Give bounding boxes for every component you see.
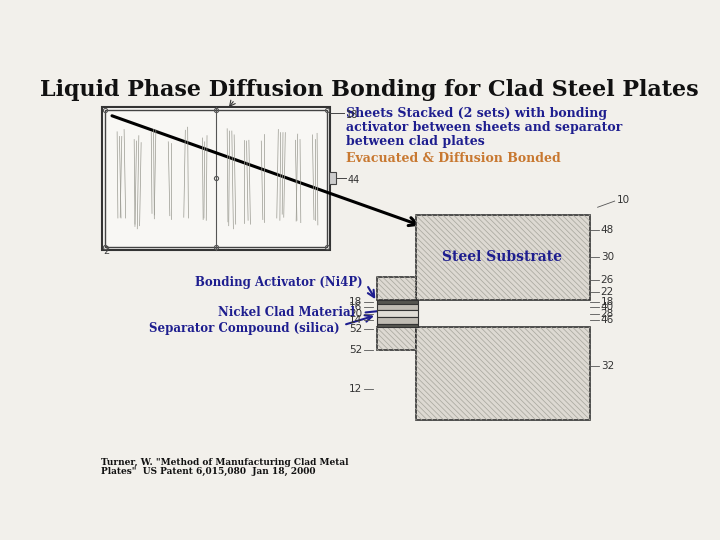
Text: Liquid Phase Diffusion Bonding for Clad Steel Plates: Liquid Phase Diffusion Bonding for Clad … (40, 79, 698, 100)
Text: Separator Compound (silica): Separator Compound (silica) (149, 322, 340, 335)
Text: Steel Substrate: Steel Substrate (442, 251, 562, 264)
Text: 18: 18 (600, 296, 614, 307)
Text: 52: 52 (348, 325, 362, 334)
Text: Evacuated & Diffusion Bonded: Evacuated & Diffusion Bonded (346, 152, 560, 165)
Text: 18: 18 (348, 296, 362, 307)
Bar (104, 110, 327, 247)
Text: 32: 32 (600, 361, 614, 371)
Text: 16: 16 (348, 301, 362, 312)
Bar (415, 327, 590, 420)
Text: 40: 40 (600, 301, 614, 312)
Text: 48: 48 (600, 225, 614, 235)
Bar (377, 276, 415, 300)
Bar (373, 211, 594, 423)
Text: Plates"  US Patent 6,015,080  Jan 18, 2000: Plates" US Patent 6,015,080 Jan 18, 2000 (101, 467, 315, 476)
Text: 10: 10 (617, 195, 630, 205)
Text: between clad plates: between clad plates (346, 135, 485, 148)
Bar (102, 107, 330, 249)
Text: Turner, W. "Method of Manufacturing Clad Metal: Turner, W. "Method of Manufacturing Clad… (101, 457, 348, 467)
Text: 46: 46 (600, 315, 614, 326)
Text: 20: 20 (349, 308, 362, 319)
Text: 18: 18 (346, 110, 358, 120)
Bar (377, 309, 418, 318)
Bar (377, 318, 418, 323)
Bar (377, 303, 418, 309)
Bar (377, 323, 418, 327)
Text: Sheets Stacked (2 sets) with bonding: Sheets Stacked (2 sets) with bonding (346, 107, 607, 120)
Text: activator between sheets and separator: activator between sheets and separator (346, 121, 622, 134)
Text: 14: 14 (348, 315, 362, 326)
Bar (415, 215, 590, 300)
Text: 28: 28 (600, 308, 614, 319)
Text: Bonding Activator (Ni4P): Bonding Activator (Ni4P) (195, 276, 363, 289)
Bar (330, 172, 336, 184)
Bar (377, 327, 415, 350)
Text: 22: 22 (600, 287, 614, 297)
Text: 12: 12 (348, 384, 362, 394)
Text: 2: 2 (103, 246, 109, 256)
Text: 44: 44 (347, 174, 359, 185)
Text: Nickel Clad Material: Nickel Clad Material (218, 306, 355, 319)
Text: 26: 26 (600, 275, 614, 286)
Bar (377, 300, 418, 303)
Text: 30: 30 (600, 252, 614, 262)
Text: 52: 52 (348, 346, 362, 355)
